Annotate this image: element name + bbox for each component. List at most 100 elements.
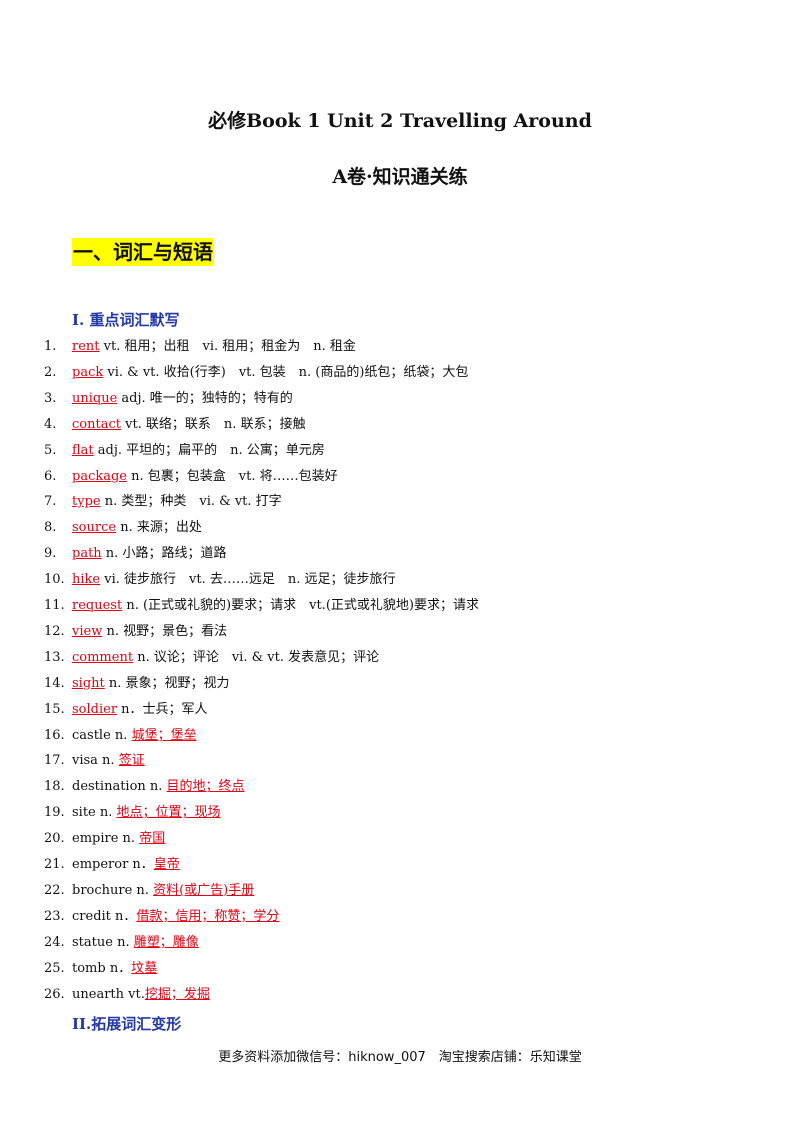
document-subtitle: A卷·知识通关练 — [332, 166, 468, 188]
item-number: 21. — [44, 857, 65, 872]
item-answer: pack — [72, 364, 104, 380]
item-answer: 挖掘；发掘 — [144, 986, 210, 1002]
item-number: 10. — [44, 572, 65, 588]
item-number: 20. — [44, 831, 65, 847]
part2-title: II.拓展词汇变形 — [72, 1015, 182, 1033]
item-number: 24. — [44, 934, 65, 950]
item-content: package n. 包裹；包装盒 vt. 将……包装好 — [72, 466, 338, 488]
item-number: 4. — [44, 416, 57, 432]
item-number: 11. — [44, 598, 65, 613]
item-number: 14. — [44, 675, 65, 691]
item-content: castle n. 城堡；堡垒 — [72, 725, 197, 747]
item-definition: n. 包裹；包装盒 vt. 将……包装好 — [127, 468, 338, 484]
item-number: 2. — [44, 364, 57, 380]
item-definition: vi. 徒步旅行 vt. 去……远足 n. 远足；徒步旅行 — [100, 572, 396, 588]
item-content: empire n. 帝国 — [72, 828, 165, 850]
item-content: credit n．借款；信用；称赞；学分 — [72, 906, 279, 928]
item-content: emperor n．皇帝 — [72, 854, 180, 876]
item-definition: n. 景象；视野；视力 — [104, 675, 230, 691]
item-answer: 签证 — [118, 753, 145, 769]
item-content: destination n. 目的地；终点 — [72, 776, 245, 798]
item-content: comment n. 议论；评论 vi. & vt. 发表意见；评论 — [72, 647, 379, 669]
item-definition: n. 议论；评论 vi. & vt. 发表意见；评论 — [133, 649, 380, 665]
item-answer: 借款；信用；称赞；学分 — [136, 908, 280, 924]
item-definition: n. 小路；路线；道路 — [101, 546, 227, 562]
item-answer: 雕塑；雕像 — [133, 934, 199, 950]
item-prompt: credit n． — [72, 908, 137, 924]
item-content: pack vi. & vt. 收拾(行李) vt. 包装 n. (商品的)纸包；… — [72, 362, 468, 384]
item-answer: source — [72, 520, 117, 536]
item-number: 18. — [44, 779, 65, 795]
item-prompt: brochure n. — [72, 882, 154, 898]
item-content: statue n. 雕塑；雕像 — [72, 932, 199, 954]
item-prompt: site n. — [72, 805, 117, 821]
item-content: sight n. 景象；视野；视力 — [72, 673, 230, 695]
document-title: 必修Book 1 Unit 2 Travelling Around — [208, 110, 592, 132]
item-number: 13. — [44, 649, 65, 665]
item-definition: vi. & vt. 收拾(行李) vt. 包装 n. (商品的)纸包；纸袋；大包 — [103, 364, 469, 380]
item-content: request n. (正式或礼貌的)要求；请求 vt.(正式或礼貌地)要求；请… — [72, 595, 479, 617]
item-answer: comment — [72, 649, 134, 665]
item-definition: n. (正式或礼貌的)要求；请求 vt.(正式或礼貌地)要求；请求 — [122, 598, 479, 613]
item-content: site n. 地点；位置；现场 — [72, 802, 221, 824]
part1-title: I. 重点词汇默写 — [72, 311, 180, 329]
item-definition: n. 视野；景色；看法 — [102, 623, 228, 639]
item-number: 7. — [44, 494, 57, 510]
item-answer: unique — [72, 390, 118, 406]
item-content: contact vt. 联络；联系 n. 联系；接触 — [72, 414, 306, 436]
item-answer: sight — [72, 675, 105, 691]
item-content: flat adj. 平坦的；扁平的 n. 公寓；单元房 — [72, 440, 325, 462]
item-number: 12. — [44, 623, 65, 639]
item-answer: flat — [72, 442, 94, 458]
item-answer: 资料(或广告)手册 — [153, 882, 255, 898]
item-number: 26. — [44, 986, 65, 1002]
item-answer: contact — [72, 416, 121, 432]
item-number: 9. — [44, 546, 57, 562]
item-number: 3. — [44, 390, 57, 406]
item-content: brochure n. 资料(或广告)手册 — [72, 880, 254, 902]
item-prompt: destination n. — [72, 779, 167, 795]
item-definition: adj. 唯一的；独特的；特有的 — [117, 390, 293, 406]
item-definition: adj. 平坦的；扁平的 n. 公寓；单元房 — [93, 442, 325, 458]
item-content: path n. 小路；路线；道路 — [72, 543, 226, 565]
item-definition: n. 来源；出处 — [116, 520, 202, 536]
item-number: 25. — [44, 960, 65, 976]
item-prompt: visa n. — [72, 753, 119, 769]
item-definition: n．士兵；军人 — [117, 701, 208, 717]
item-number: 22. — [44, 882, 65, 898]
item-content: visa n. 签证 — [72, 750, 145, 772]
item-definition: vt. 联络；联系 n. 联系；接触 — [120, 416, 306, 432]
item-answer: package — [72, 468, 127, 484]
item-prompt: unearth vt. — [72, 986, 145, 1002]
item-content: hike vi. 徒步旅行 vt. 去……远足 n. 远足；徒步旅行 — [72, 569, 395, 591]
item-content: source n. 来源；出处 — [72, 517, 202, 539]
item-answer: 帝国 — [139, 831, 166, 847]
item-number: 1. — [44, 339, 57, 354]
item-content: tomb n．坟墓 — [72, 958, 157, 980]
item-answer: view — [72, 623, 103, 639]
item-answer: 目的地；终点 — [166, 779, 245, 795]
item-prompt: empire n. — [72, 831, 140, 847]
item-content: rent vt. 租用；出租 vi. 租用；租金为 n. 租金 — [72, 336, 356, 358]
item-definition: vt. 租用；出租 vi. 租用；租金为 n. 租金 — [99, 339, 356, 354]
item-prompt: emperor n． — [72, 857, 154, 872]
item-prompt: tomb n． — [72, 960, 132, 976]
item-number: 15. — [44, 701, 65, 717]
item-number: 5. — [44, 442, 57, 458]
item-answer: path — [72, 546, 102, 562]
item-content: soldier n．士兵；军人 — [72, 699, 208, 721]
item-prompt: castle n. — [72, 727, 132, 743]
item-answer: 城堡；堡垒 — [131, 727, 197, 743]
item-content: unique adj. 唯一的；独特的；特有的 — [72, 388, 293, 410]
item-content: unearth vt.挖掘；发掘 — [72, 984, 210, 1006]
item-definition: n. 类型；种类 vi. & vt. 打字 — [100, 494, 282, 510]
section-heading: 一、词汇与短语 — [72, 238, 214, 266]
item-prompt: statue n. — [72, 934, 134, 950]
item-number: 19. — [44, 805, 65, 821]
item-answer: request — [72, 598, 123, 613]
item-answer: rent — [72, 339, 100, 354]
item-content: view n. 视野；景色；看法 — [72, 621, 227, 643]
footer-text: 更多资料添加微信号：hiknow_007 淘宝搜索店铺：乐知课堂 — [218, 1050, 582, 1065]
item-number: 16. — [44, 727, 65, 743]
item-answer: 皇帝 — [153, 857, 180, 872]
